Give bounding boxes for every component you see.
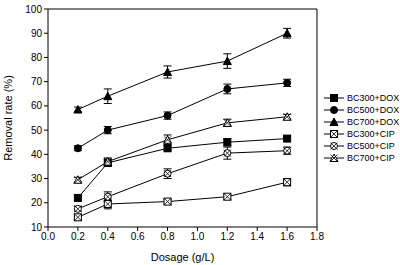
svg-text:100: 100 (25, 4, 42, 15)
svg-text:50: 50 (31, 125, 43, 136)
svg-text:70: 70 (31, 76, 43, 87)
svg-text:0.0: 0.0 (41, 231, 55, 242)
html-text:BC500+DOX: BC500+DOX (347, 105, 400, 115)
html-text:BC300+DOX: BC300+DOX (347, 93, 400, 103)
svg-text:30: 30 (31, 173, 43, 184)
html-text:BC500+CIP: BC500+CIP (347, 141, 395, 151)
html-text:BC300+CIP: BC300+CIP (347, 129, 395, 139)
svg-text:Dosage (g/L): Dosage (g/L) (151, 251, 215, 263)
svg-text:1.4: 1.4 (250, 231, 264, 242)
svg-text:1.2: 1.2 (220, 231, 234, 242)
svg-text:10: 10 (31, 222, 43, 233)
svg-text:60: 60 (31, 100, 43, 111)
svg-text:0.4: 0.4 (101, 231, 115, 242)
svg-text:Removal rate (%): Removal rate (%) (8, 75, 14, 161)
svg-text:1.6: 1.6 (280, 231, 294, 242)
html-text:BC700+DOX: BC700+DOX (347, 117, 400, 127)
svg-text:0.2: 0.2 (71, 231, 85, 242)
svg-text:40: 40 (31, 149, 43, 160)
svg-text:90: 90 (31, 28, 43, 39)
svg-text:1.8: 1.8 (310, 231, 324, 242)
svg-text:0.8: 0.8 (161, 231, 175, 242)
html-text:BC700+CIP: BC700+CIP (347, 153, 395, 163)
svg-text:20: 20 (31, 197, 43, 208)
svg-text:1.0: 1.0 (190, 231, 204, 242)
svg-text:0.6: 0.6 (131, 231, 145, 242)
svg-text:80: 80 (31, 52, 43, 63)
